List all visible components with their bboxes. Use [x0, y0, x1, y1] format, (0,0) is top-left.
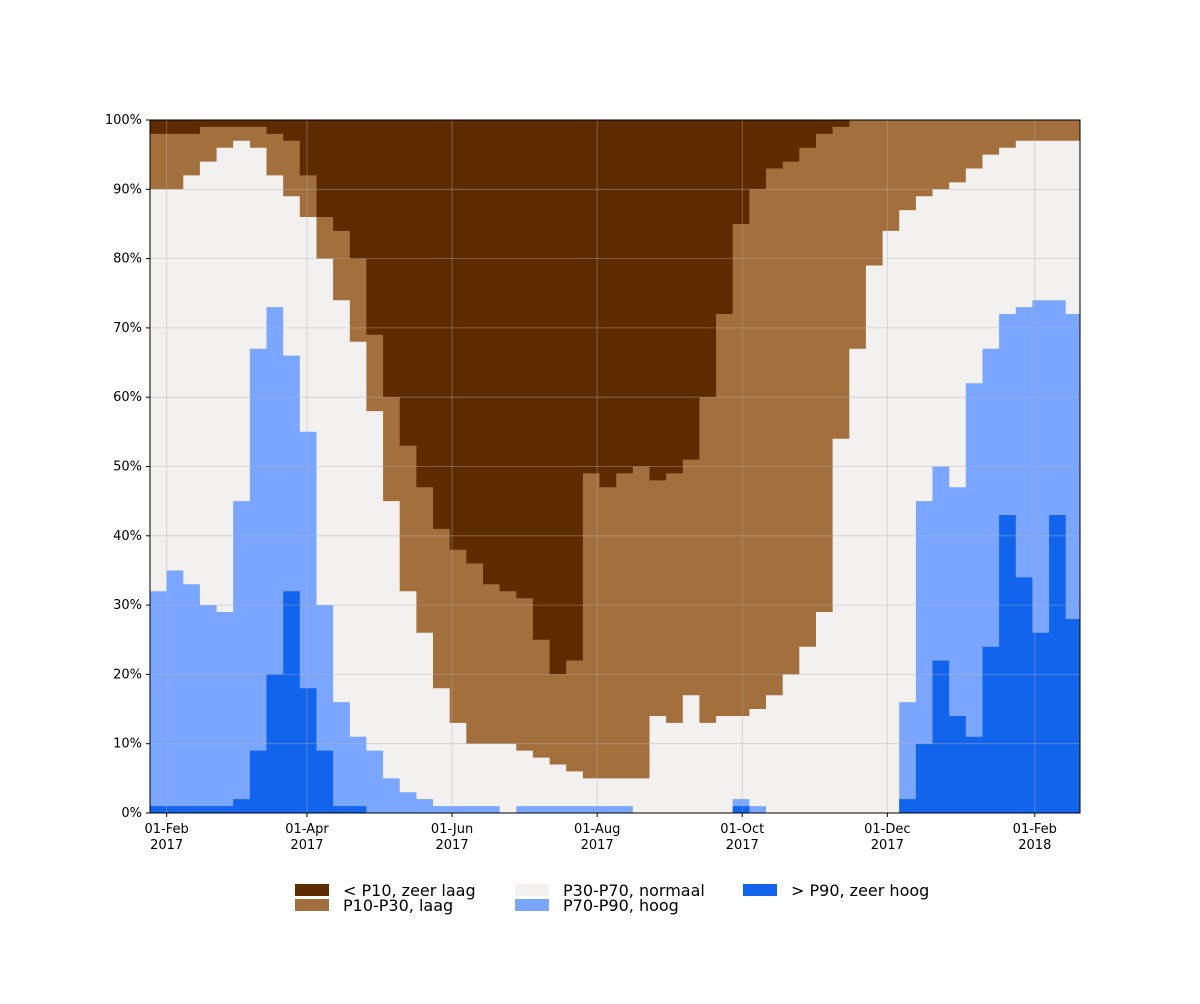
legend-label-normaal: P30-P70, normaal: [563, 880, 705, 900]
x-tick-label: 01-Apr: [285, 822, 329, 837]
x-tick-label: 01-Dec: [864, 822, 910, 837]
legend-swatch-zeer-laag: [295, 884, 329, 896]
x-tick-label-year: 2017: [726, 838, 759, 853]
x-tick-label: 01-Jun: [431, 822, 473, 837]
area-normaal: [150, 140, 1080, 814]
y-tick-label: 10%: [113, 737, 142, 752]
y-tick-label: 70%: [113, 321, 142, 336]
y-axis: 0% 10% 20% 30% 40% 50% 60% 70% 80% 90% 100%: [105, 113, 150, 821]
legend-swatch-hoog: [515, 899, 549, 911]
x-tick-label: 01-Oct: [720, 822, 764, 837]
legend-item-normaal: P30-P70, normaal: [515, 880, 705, 900]
x-tick-label-year: 2017: [290, 838, 323, 853]
y-tick-label: 20%: [113, 667, 142, 682]
y-tick-label: 90%: [113, 182, 142, 197]
legend-swatch-laag: [295, 899, 329, 911]
y-tick-label: 100%: [105, 113, 142, 128]
legend-label-laag: P10-P30, laag: [343, 895, 454, 915]
area-zeer-hoog: [150, 515, 1080, 813]
legend-swatch-zeer-hoog: [743, 884, 777, 896]
legend: < P10, zeer laag P10-P30, laag P30-P70, …: [295, 880, 995, 920]
y-tick-label: 60%: [113, 390, 142, 405]
legend-item-zeer-laag: < P10, zeer laag: [295, 880, 476, 900]
y-tick-label: 80%: [113, 252, 142, 267]
legend-item-laag: P10-P30, laag: [295, 895, 453, 915]
y-tick-label: 50%: [113, 460, 142, 475]
x-tick-label-year: 2018: [1018, 838, 1051, 853]
legend-item-zeer-hoog: > P90, zeer hoog: [743, 880, 929, 900]
y-tick-label: 40%: [113, 529, 142, 544]
x-tick-label-year: 2017: [436, 838, 469, 853]
y-tick-label: 0%: [121, 806, 142, 821]
x-tick-label: 01-Aug: [574, 822, 620, 837]
x-axis: 01-Feb201701-Apr201701-Jun201701-Aug2017…: [145, 813, 1057, 853]
legend-label-zeer-hoog: > P90, zeer hoog: [791, 880, 930, 900]
y-tick-label: 30%: [113, 598, 142, 613]
x-tick-label-year: 2017: [871, 838, 904, 853]
x-tick-label-year: 2017: [581, 838, 614, 853]
legend-label-zeer-laag: < P10, zeer laag: [343, 880, 476, 900]
x-tick-label: 01-Feb: [1013, 822, 1057, 837]
legend-swatch-normaal: [515, 884, 549, 896]
x-tick-label: 01-Feb: [145, 822, 189, 837]
legend-item-hoog: P70-P90, hoog: [515, 895, 679, 915]
legend-label-hoog: P70-P90, hoog: [563, 895, 679, 915]
x-tick-label-year: 2017: [150, 838, 183, 853]
